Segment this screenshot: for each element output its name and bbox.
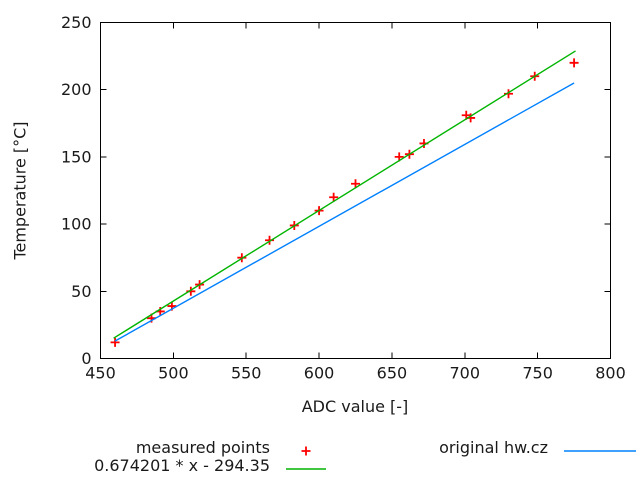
y-tick-label: 200	[61, 80, 92, 99]
legend-entry-fit-line: 0.674201 * x - 294.35	[94, 456, 327, 475]
x-tick-label: 600	[304, 364, 335, 383]
x-axis-label: ADC value [-]	[301, 397, 409, 416]
legend-plus-marker-icon	[285, 442, 327, 455]
legend-entry-measured-points: measured points	[136, 438, 327, 457]
legend-green-line-sample	[285, 460, 327, 472]
legend-label-measured-points: measured points	[135, 438, 270, 457]
fit-line	[113, 50, 576, 339]
x-tick-label: 450	[85, 364, 116, 383]
original-hwcz-line	[114, 82, 575, 342]
x-tick-label: 800	[595, 364, 626, 383]
plus-icon	[301, 446, 311, 455]
y-tick-label: 150	[61, 147, 92, 166]
y-tick-label: 250	[61, 13, 92, 32]
legend-blue-line-sample	[563, 442, 637, 454]
x-tick-label: 500	[158, 364, 189, 383]
legend-label-fit-equation: 0.674201 * x - 294.35	[94, 456, 270, 475]
legend-entry-original-hwcz: original hw.cz	[439, 438, 637, 457]
x-tick-label: 750	[522, 364, 553, 383]
x-tick-label: 700	[450, 364, 481, 383]
x-tick-label: 550	[231, 364, 262, 383]
plot-frame	[100, 22, 611, 359]
y-tick-label: 100	[61, 215, 92, 234]
legend-label-original-hwcz: original hw.cz	[439, 438, 548, 457]
y-axis-label: Temperature [°C]	[10, 121, 30, 260]
x-tick-label: 650	[377, 364, 408, 383]
y-tick-label: 0	[81, 349, 91, 368]
y-tick-label: 50	[71, 282, 91, 301]
